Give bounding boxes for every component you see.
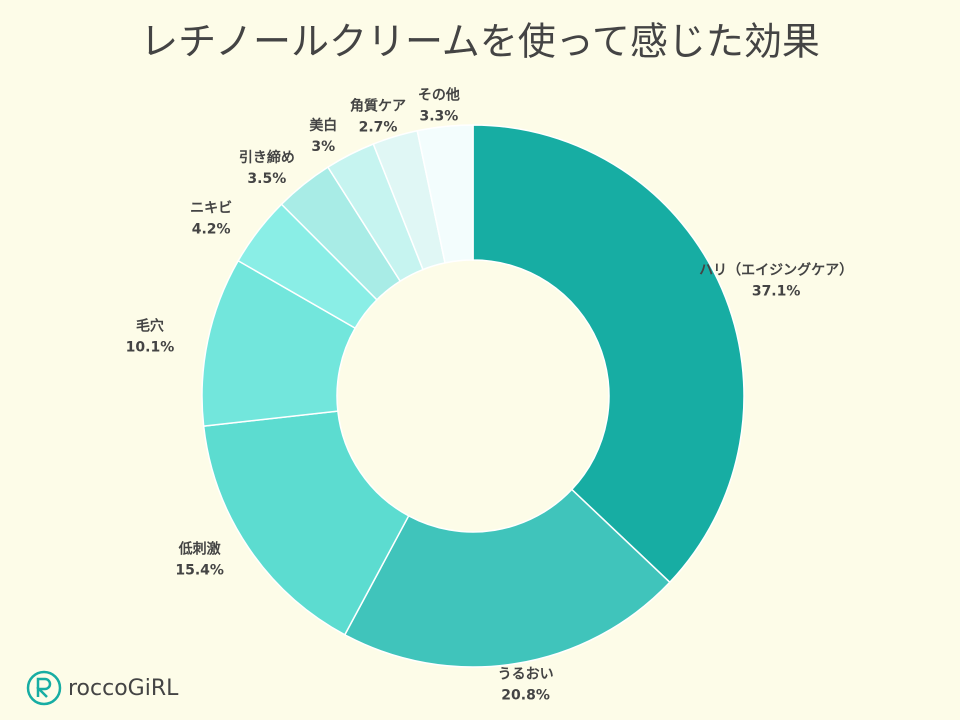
value-label: 37.1%: [752, 284, 801, 300]
value-label: 20.8%: [501, 687, 550, 703]
slice-label: 毛穴: [136, 317, 164, 334]
donut-slice: [202, 410, 410, 636]
donut-slice: [416, 124, 474, 264]
slice-label: 美白: [309, 117, 337, 134]
slice-label: ハリ（エイジングケア）: [699, 262, 853, 279]
value-label: 3.3%: [419, 109, 458, 125]
value-label: 2.7%: [359, 119, 398, 135]
value-label: 4.2%: [192, 221, 231, 237]
value-label: 3%: [311, 139, 335, 155]
value-label: 15.4%: [175, 563, 224, 579]
logo-icon: [26, 670, 62, 706]
brand: roccoGiRL: [68, 676, 179, 701]
slice-label: ニキビ: [190, 200, 232, 216]
slice-label: 角質ケア: [350, 97, 406, 114]
slice-label: 引き締め: [239, 149, 295, 166]
donut-slice: [472, 124, 745, 584]
value-label: 10.1%: [126, 339, 175, 355]
logo: roccoGiRL: [26, 670, 179, 706]
slice-label: その他: [418, 87, 460, 104]
slice-label: 低刺激: [178, 541, 221, 558]
donut-slice: [343, 488, 671, 668]
logo-mark: [35, 677, 52, 698]
chart-title: レチノールクリームを使って感じた効果: [140, 20, 820, 64]
value-label: 3.5%: [247, 171, 286, 187]
slice-label: うるおい: [498, 666, 554, 682]
